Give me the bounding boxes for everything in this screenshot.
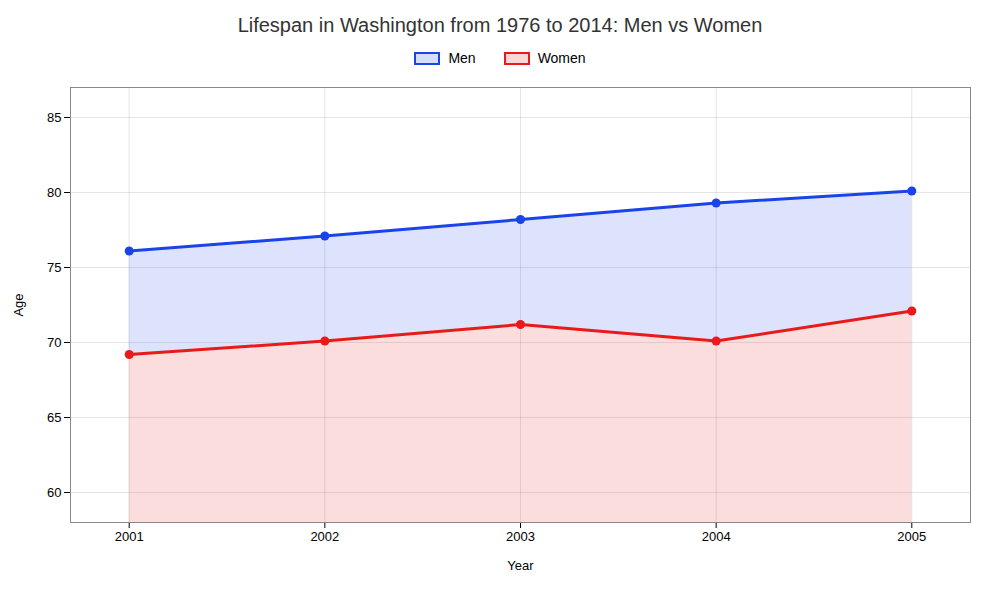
- svg-text:2004: 2004: [702, 529, 731, 544]
- svg-text:65: 65: [47, 410, 61, 425]
- svg-text:2003: 2003: [506, 529, 535, 544]
- svg-text:2002: 2002: [310, 529, 339, 544]
- html-text:Lifespan in Washington from 19: Lifespan in Washington from 1976 to 2014…: [237, 14, 763, 36]
- svg-text:2005: 2005: [897, 529, 926, 544]
- svg-text:70: 70: [47, 335, 61, 350]
- svg-text:Year: Year: [507, 558, 534, 573]
- svg-text:85: 85: [47, 110, 61, 125]
- svg-text:80: 80: [47, 185, 61, 200]
- svg-text:2001: 2001: [115, 529, 144, 544]
- svg-text:Age: Age: [11, 293, 26, 316]
- html-text:Men: Men: [448, 50, 476, 66]
- html-text:Women: Women: [537, 50, 586, 66]
- svg-text:60: 60: [47, 485, 61, 500]
- svg-text:75: 75: [47, 260, 61, 275]
